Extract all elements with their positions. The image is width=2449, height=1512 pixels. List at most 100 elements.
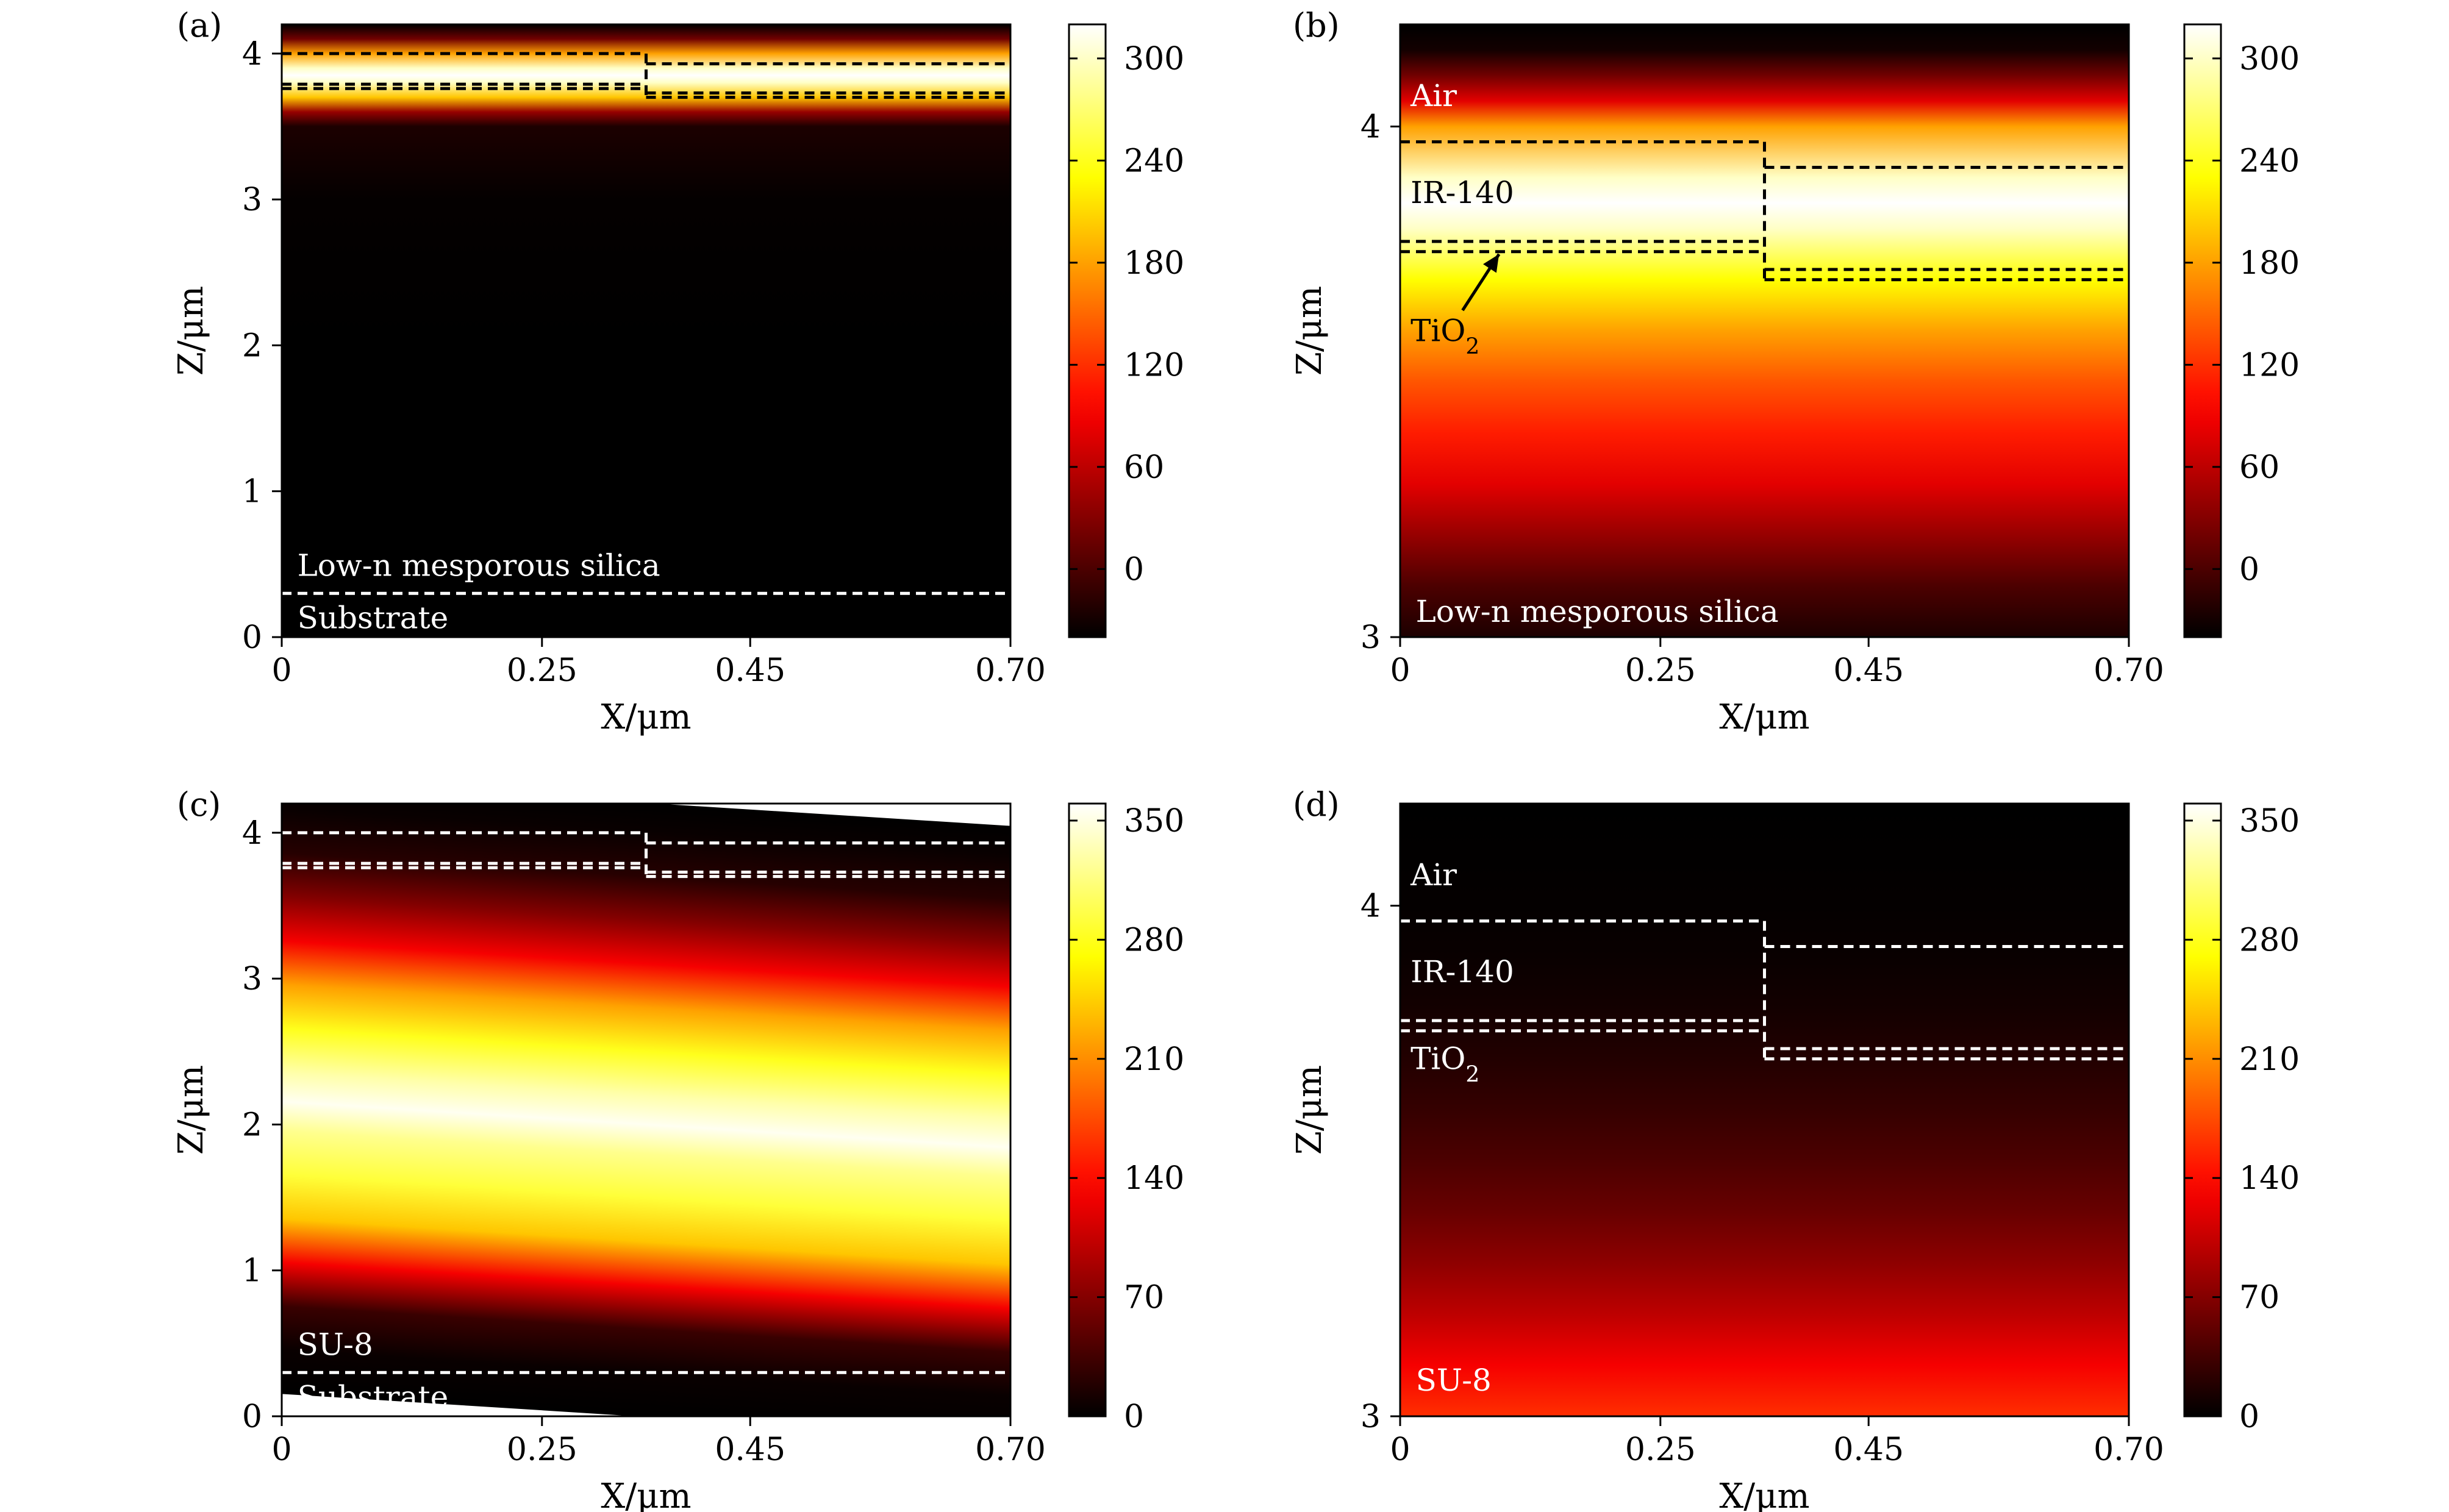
field-map	[282, 24, 1010, 637]
colorbar-frame	[1068, 802, 1107, 1417]
x-tick-label: 0.45	[715, 652, 785, 689]
colorbar-tick-label: 0	[2239, 551, 2259, 588]
colorbar-tick-label: 350	[1124, 803, 1184, 840]
x-tick-label: 0.70	[2093, 652, 2164, 689]
plot-frame	[1399, 23, 2130, 638]
panel-label: (d)	[1293, 785, 1340, 824]
y-tick-label: 2	[242, 327, 262, 364]
colorbar: 0 70 140 210 280 350	[2183, 802, 2300, 1435]
region-label: Low-n mesporous silica	[1416, 594, 1779, 629]
y-axis-label: Z/μm	[1290, 1065, 1329, 1155]
y-axis-label: Z/μm	[171, 286, 211, 376]
panel-label: (a)	[177, 6, 222, 45]
x-tick-label: 0	[271, 1432, 291, 1468]
x-axis-label: X/μm	[601, 697, 691, 737]
colorbar: 0 60 120 180 240 300	[1068, 23, 1184, 638]
colorbar-tick-label: 0	[1124, 551, 1144, 588]
colorbar-tick-label: 120	[2239, 347, 2300, 383]
x-axis-label: X/μm	[601, 1477, 691, 1512]
colorbar-tick-label: 60	[1124, 449, 1164, 486]
colorbar-frame	[1068, 23, 1107, 638]
arrow-head	[1483, 254, 1500, 273]
x-tick-label: 0.70	[975, 1432, 1046, 1468]
colorbar-tick-label: 0	[1124, 1399, 1144, 1435]
colorbar-tick-label: 300	[2239, 41, 2300, 77]
y-tick-label: 1	[242, 1253, 262, 1289]
y-tick-label: 3	[242, 182, 262, 218]
x-axis-label: X/μm	[1719, 697, 1809, 737]
y-tick-label: 2	[242, 1107, 262, 1143]
colorbar-tick-label: 70	[1124, 1280, 1164, 1316]
colorbar-tick-label: 280	[1124, 922, 1184, 958]
x-tick-label: 0.45	[715, 1432, 785, 1468]
y-tick-label: 3	[242, 961, 262, 997]
field-gradient	[1400, 24, 2129, 637]
colorbar-tick-label: 70	[2239, 1280, 2279, 1316]
colorbar-tick-label: 350	[2239, 803, 2300, 840]
y-tick-label: 4	[242, 36, 262, 73]
colorbar-tick-label: 180	[1124, 245, 1184, 282]
region-label: IR-140	[1410, 175, 1514, 210]
y-tick-label: 0	[242, 1399, 262, 1435]
colorbar-tick-label: 240	[1124, 143, 1184, 179]
y-tick-label: 3	[1360, 1399, 1381, 1435]
field-map	[282, 804, 1010, 1416]
y-tick-label: 4	[242, 815, 262, 852]
x-tick-label: 0.70	[2093, 1432, 2164, 1468]
panel-label: (b)	[1293, 6, 1340, 45]
x-tick-label: 0	[271, 652, 291, 689]
x-tick-label: 0.45	[1833, 1432, 1904, 1468]
y-tick-label: 0	[242, 619, 262, 656]
colorbar: 0 70 140 210 280 350	[1068, 802, 1184, 1435]
colorbar-tick-label: 240	[2239, 143, 2300, 179]
field-gradient	[282, 24, 1010, 637]
region-label: IR-140	[1410, 954, 1514, 990]
y-axis-label: Z/μm	[1290, 286, 1329, 376]
x-tick-label: 0.25	[507, 1432, 577, 1468]
region-label: Air	[1410, 78, 1457, 113]
region-label: Air	[1410, 857, 1457, 893]
y-tick-label: 4	[1360, 888, 1381, 925]
colorbar-tick-label: 180	[2239, 245, 2300, 282]
colorbar-frame	[2183, 23, 2222, 638]
y-tick-label: 3	[1360, 619, 1381, 656]
x-tick-label: 0.70	[975, 652, 1046, 689]
region-label: Substrate	[298, 1380, 449, 1415]
colorbar-gradient	[2184, 804, 2221, 1416]
region-label-subscript: 2	[1465, 1062, 1479, 1087]
colorbar-gradient	[2184, 24, 2221, 637]
y-tick-label: 1	[242, 474, 262, 510]
plot-frame	[1399, 802, 2130, 1417]
colorbar-gradient	[1069, 804, 1106, 1416]
colorbar-tick-label: 140	[2239, 1160, 2300, 1197]
colorbar-gradient	[1069, 24, 1106, 637]
colorbar-tick-label: 210	[1124, 1041, 1184, 1078]
field-map	[1400, 804, 2129, 1416]
x-axis-label: X/μm	[1719, 1477, 1809, 1512]
panel-label: (c)	[177, 785, 221, 824]
colorbar-frame	[2183, 802, 2222, 1417]
region-label: Substrate	[298, 601, 449, 636]
x-tick-label: 0.25	[1625, 652, 1696, 689]
x-tick-label: 0	[1390, 652, 1410, 689]
colorbar-tick-label: 210	[2239, 1041, 2300, 1078]
field-map	[1400, 24, 2129, 637]
y-tick-label: 4	[1360, 109, 1381, 146]
region-label: SU-8	[1416, 1363, 1492, 1398]
field-gradient	[1400, 804, 2129, 1416]
plot-frame	[281, 23, 1012, 638]
field-gradient	[282, 804, 1010, 1416]
colorbar-tick-label: 300	[1124, 41, 1184, 77]
plot-frame	[281, 802, 1012, 1417]
colorbar: 0 60 120 180 240 300	[2183, 23, 2300, 638]
region-label: SU-8	[298, 1327, 373, 1363]
colorbar-tick-label: 120	[1124, 347, 1184, 383]
colorbar-tick-label: 280	[2239, 922, 2300, 958]
x-tick-label: 0.25	[507, 652, 577, 689]
region-label-subscript: 2	[1465, 334, 1479, 359]
